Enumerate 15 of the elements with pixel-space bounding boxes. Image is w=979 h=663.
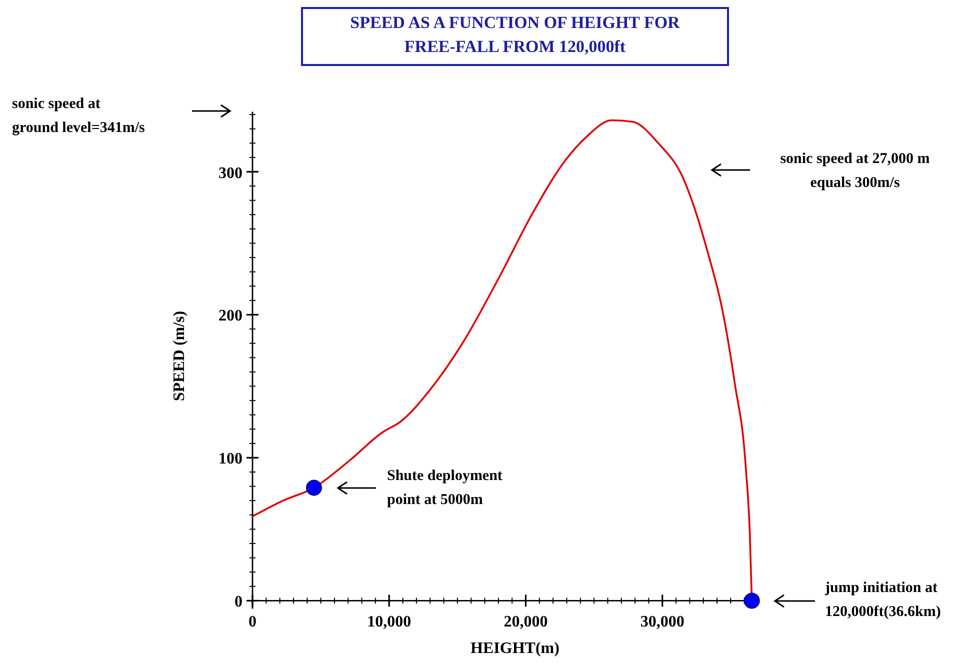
text: sonic speed at 27,000 m equals 300m/s — [780, 151, 930, 191]
x-tick-label: 30,000 — [640, 614, 684, 631]
y-tick-label: 100 — [218, 450, 242, 468]
y-tick-label: 200 — [218, 308, 242, 325]
y-tick-label: 0 — [234, 594, 242, 611]
x-tick-label: 20,000 — [504, 614, 548, 631]
annotation: Shute deployment point at 5000m — [387, 468, 502, 508]
y-axis-title: SPEED (m/s) — [171, 310, 188, 402]
y-tick-label: 300 — [218, 164, 242, 182]
text: sonic speed at ground level=341m/s — [12, 96, 146, 136]
text: jump initiation at 120,000ft(36.6km) — [824, 580, 941, 620]
x-tick-label: 0 — [248, 614, 256, 631]
x-axis-title: HEIGHT(m) — [470, 640, 560, 657]
x-tick-label: 10,000 — [367, 614, 412, 631]
chart-title: SPEED AS A FUNCTION OF HEIGHT FOR FREE-FALL FROM 120,000ft — [350, 13, 681, 56]
